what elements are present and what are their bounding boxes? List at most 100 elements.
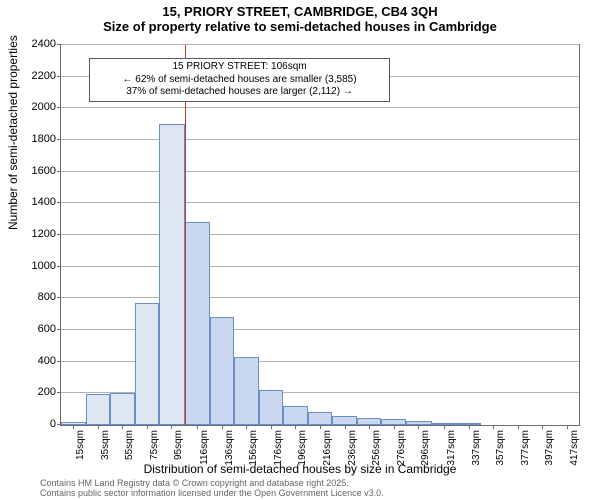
- annotation-box: 15 PRIORY STREET: 106sqm← 62% of semi-de…: [89, 58, 389, 102]
- y-tick-label: 2400: [6, 38, 56, 50]
- annotation-line1: 15 PRIORY STREET: 106sqm: [94, 61, 384, 74]
- x-tick-label: 397sqm: [544, 430, 555, 466]
- x-tick-mark: [394, 425, 395, 429]
- x-tick-mark: [295, 425, 296, 429]
- histogram-bar: [210, 317, 235, 425]
- y-tick-label: 1800: [6, 133, 56, 145]
- x-tick-mark: [147, 425, 148, 429]
- x-tick-mark: [122, 425, 123, 429]
- chart-container: 15, PRIORY STREET, CAMBRIDGE, CB4 3QH Si…: [0, 0, 600, 500]
- x-tick-mark: [320, 425, 321, 429]
- x-tick-label: 75sqm: [149, 430, 160, 460]
- gridline: [61, 297, 579, 298]
- y-tick-label: 200: [6, 386, 56, 398]
- histogram-bar: [332, 416, 357, 426]
- gridline: [61, 202, 579, 203]
- x-tick-mark: [73, 425, 74, 429]
- y-tick-mark: [57, 44, 61, 45]
- x-tick-label: 35sqm: [100, 430, 111, 460]
- x-tick-mark: [197, 425, 198, 429]
- x-tick-mark: [493, 425, 494, 429]
- chart-title-line1: 15, PRIORY STREET, CAMBRIDGE, CB4 3QH: [0, 4, 600, 19]
- x-tick-label: 256sqm: [371, 430, 382, 466]
- x-tick-label: 296sqm: [420, 430, 431, 466]
- x-tick-label: 55sqm: [124, 430, 135, 460]
- x-tick-mark: [98, 425, 99, 429]
- x-tick-mark: [222, 425, 223, 429]
- title-block: 15, PRIORY STREET, CAMBRIDGE, CB4 3QH Si…: [0, 0, 600, 34]
- chart-title-line2: Size of property relative to semi-detach…: [0, 19, 600, 34]
- y-tick-mark: [57, 202, 61, 203]
- y-tick-label: 400: [6, 355, 56, 367]
- x-tick-mark: [369, 425, 370, 429]
- gridline: [61, 266, 579, 267]
- x-tick-label: 95sqm: [173, 430, 184, 460]
- y-tick-mark: [57, 361, 61, 362]
- x-tick-label: 276sqm: [396, 430, 407, 466]
- y-tick-mark: [57, 329, 61, 330]
- y-tick-label: 2000: [6, 101, 56, 113]
- y-tick-mark: [57, 171, 61, 172]
- histogram-bar: [135, 303, 160, 425]
- gridline: [61, 171, 579, 172]
- footer-attribution: Contains HM Land Registry data © Crown c…: [40, 478, 384, 499]
- footer-line1: Contains HM Land Registry data © Crown c…: [40, 478, 384, 488]
- x-tick-label: 337sqm: [471, 430, 482, 466]
- plot-area: 15 PRIORY STREET: 106sqm← 62% of semi-de…: [60, 44, 580, 426]
- y-tick-mark: [57, 392, 61, 393]
- x-tick-mark: [271, 425, 272, 429]
- x-tick-label: 317sqm: [446, 430, 457, 466]
- gridline: [61, 234, 579, 235]
- histogram-bar: [259, 390, 284, 425]
- histogram-bar: [308, 412, 333, 425]
- x-tick-label: 216sqm: [322, 430, 333, 466]
- x-tick-label: 417sqm: [569, 430, 580, 466]
- y-tick-label: 1000: [6, 260, 56, 272]
- x-tick-mark: [444, 425, 445, 429]
- x-tick-label: 136sqm: [224, 430, 235, 466]
- y-tick-label: 2200: [6, 70, 56, 82]
- histogram-bar: [234, 357, 259, 425]
- x-tick-mark: [418, 425, 419, 429]
- x-tick-mark: [246, 425, 247, 429]
- y-tick-label: 1600: [6, 165, 56, 177]
- y-tick-label: 1400: [6, 196, 56, 208]
- x-axis-label: Distribution of semi-detached houses by …: [0, 462, 600, 476]
- footer-line2: Contains public sector information licen…: [40, 488, 384, 498]
- histogram-bar: [357, 418, 382, 425]
- y-tick-mark: [57, 234, 61, 235]
- annotation-line2: ← 62% of semi-detached houses are smalle…: [94, 74, 384, 87]
- x-tick-mark: [518, 425, 519, 429]
- x-tick-mark: [567, 425, 568, 429]
- y-tick-mark: [57, 107, 61, 108]
- x-tick-mark: [469, 425, 470, 429]
- gridline: [61, 107, 579, 108]
- x-tick-label: 116sqm: [199, 430, 210, 465]
- x-tick-mark: [345, 425, 346, 429]
- reference-line: [185, 45, 186, 425]
- histogram-bar: [159, 124, 185, 425]
- x-tick-label: 176sqm: [273, 430, 284, 466]
- annotation-line3: 37% of semi-detached houses are larger (…: [94, 86, 384, 99]
- x-tick-label: 377sqm: [520, 430, 531, 466]
- y-tick-label: 1200: [6, 228, 56, 240]
- histogram-bar: [283, 406, 308, 425]
- x-tick-label: 357sqm: [495, 430, 506, 466]
- x-tick-label: 15sqm: [75, 430, 86, 460]
- y-tick-mark: [57, 139, 61, 140]
- x-tick-mark: [171, 425, 172, 429]
- x-tick-label: 196sqm: [297, 430, 308, 466]
- x-tick-label: 156sqm: [248, 430, 259, 466]
- y-tick-mark: [57, 76, 61, 77]
- x-tick-label: 236sqm: [347, 430, 358, 466]
- y-tick-mark: [57, 266, 61, 267]
- histogram-bar: [185, 222, 210, 425]
- y-tick-mark: [57, 297, 61, 298]
- gridline: [61, 44, 579, 45]
- x-tick-mark: [542, 425, 543, 429]
- y-tick-label: 800: [6, 291, 56, 303]
- y-tick-label: 0: [6, 418, 56, 430]
- gridline: [61, 139, 579, 140]
- histogram-bar: [110, 393, 135, 425]
- histogram-bar: [86, 394, 111, 425]
